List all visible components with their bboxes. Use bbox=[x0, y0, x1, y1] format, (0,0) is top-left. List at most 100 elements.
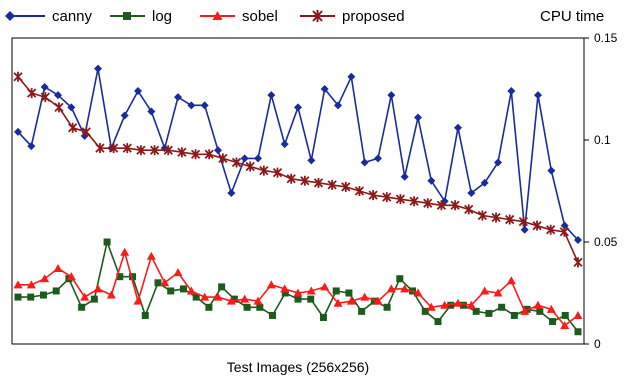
data-point-canny bbox=[494, 158, 502, 167]
data-point-canny bbox=[320, 85, 329, 93]
data-point-canny bbox=[347, 72, 356, 81]
data-point-proposed bbox=[286, 173, 296, 184]
data-point-canny bbox=[94, 64, 102, 73]
series-line-proposed bbox=[17, 76, 579, 263]
y-tick-label: 0.1 bbox=[594, 133, 611, 147]
data-point-sobel bbox=[466, 300, 476, 309]
data-point-canny bbox=[14, 127, 22, 136]
data-point-proposed bbox=[177, 147, 187, 158]
data-point-proposed bbox=[546, 224, 556, 235]
data-point-sobel bbox=[226, 296, 236, 305]
data-point-sobel bbox=[306, 286, 316, 295]
y-tick-label: 0 bbox=[594, 337, 601, 351]
data-point-canny bbox=[427, 176, 436, 185]
data-point-sobel bbox=[320, 282, 330, 291]
data-point-sobel bbox=[440, 300, 450, 309]
data-point-sobel bbox=[213, 292, 223, 301]
data-point-proposed bbox=[259, 165, 269, 176]
data-point-log bbox=[319, 313, 327, 321]
legend: canny log sobel proposed bbox=[5, 8, 405, 25]
data-point-sobel bbox=[280, 284, 290, 293]
data-point-log bbox=[14, 293, 22, 301]
data-point-canny bbox=[227, 189, 236, 198]
data-point-proposed bbox=[204, 149, 214, 160]
data-point-log bbox=[141, 311, 149, 319]
legend-label-canny: canny bbox=[52, 8, 93, 25]
data-point-proposed bbox=[245, 161, 255, 172]
data-point-sobel bbox=[386, 284, 396, 293]
data-point-sobel bbox=[173, 268, 183, 277]
data-point-proposed bbox=[477, 210, 488, 221]
data-point-proposed bbox=[40, 92, 50, 103]
data-point-proposed bbox=[395, 194, 406, 205]
y-axis: 0 0.05 0.1 0.15 bbox=[584, 31, 618, 351]
data-point-log bbox=[167, 287, 175, 295]
data-point-sobel bbox=[26, 280, 36, 289]
data-point-sobel bbox=[426, 302, 436, 311]
series-sobel bbox=[13, 247, 583, 330]
data-point-log bbox=[498, 303, 506, 311]
data-point-proposed bbox=[505, 214, 515, 225]
data-point-canny bbox=[560, 221, 569, 230]
x-axis-title: Test Images (256x256) bbox=[227, 359, 369, 375]
data-point-proposed bbox=[54, 102, 64, 113]
data-point-sobel bbox=[93, 284, 103, 293]
data-point-canny bbox=[374, 154, 382, 163]
data-point-canny bbox=[254, 154, 262, 163]
data-point-sobel bbox=[480, 286, 490, 295]
data-point-proposed bbox=[190, 149, 201, 160]
data-point-log bbox=[447, 301, 455, 309]
data-point-proposed bbox=[163, 145, 173, 156]
series-proposed bbox=[13, 71, 583, 268]
data-point-log bbox=[52, 287, 60, 295]
data-point-log bbox=[205, 303, 213, 311]
data-point-sobel bbox=[13, 280, 23, 289]
data-point-log bbox=[90, 295, 98, 303]
data-point-sobel bbox=[360, 292, 370, 301]
y-tick-label: 0.15 bbox=[594, 31, 618, 45]
data-point-log bbox=[27, 293, 35, 301]
data-point-proposed bbox=[573, 257, 583, 268]
legend-marker-canny bbox=[5, 11, 15, 21]
data-point-sobel bbox=[493, 288, 503, 297]
data-point-log bbox=[39, 291, 47, 299]
data-point-proposed bbox=[218, 153, 228, 164]
legend-item-sobel: sobel bbox=[200, 8, 278, 25]
data-point-sobel bbox=[333, 298, 343, 307]
data-point-canny bbox=[134, 87, 142, 96]
data-point-sobel bbox=[560, 321, 570, 330]
data-point-proposed bbox=[354, 186, 365, 196]
data-point-sobel bbox=[253, 296, 263, 305]
data-point-log bbox=[383, 303, 391, 311]
data-point-sobel bbox=[240, 294, 250, 303]
data-point-log bbox=[154, 279, 162, 287]
data-point-sobel bbox=[146, 251, 156, 260]
data-point-proposed bbox=[532, 220, 542, 231]
data-point-proposed bbox=[368, 190, 378, 201]
data-point-proposed bbox=[559, 226, 569, 237]
data-point-sobel bbox=[506, 276, 516, 285]
legend-label-log: log bbox=[152, 8, 172, 25]
legend-marker-log bbox=[123, 12, 131, 20]
data-point-sobel bbox=[266, 280, 276, 289]
data-point-canny bbox=[120, 111, 129, 120]
data-point-log bbox=[510, 311, 518, 319]
series-line-log bbox=[18, 239, 579, 333]
data-point-proposed bbox=[436, 200, 447, 211]
data-point-proposed bbox=[382, 192, 392, 203]
data-point-log bbox=[256, 303, 264, 311]
data-point-canny bbox=[27, 142, 36, 151]
data-point-canny bbox=[480, 178, 489, 187]
data-point-log bbox=[523, 305, 531, 313]
data-point-canny bbox=[200, 101, 209, 110]
data-point-log bbox=[472, 307, 480, 315]
data-point-canny bbox=[574, 235, 582, 244]
data-point-sobel bbox=[413, 288, 423, 297]
data-point-log bbox=[269, 311, 277, 319]
data-point-canny bbox=[307, 156, 316, 165]
data-point-canny bbox=[187, 101, 196, 110]
data-point-canny bbox=[400, 172, 409, 181]
data-point-canny bbox=[240, 154, 249, 163]
data-point-sobel bbox=[533, 300, 543, 309]
